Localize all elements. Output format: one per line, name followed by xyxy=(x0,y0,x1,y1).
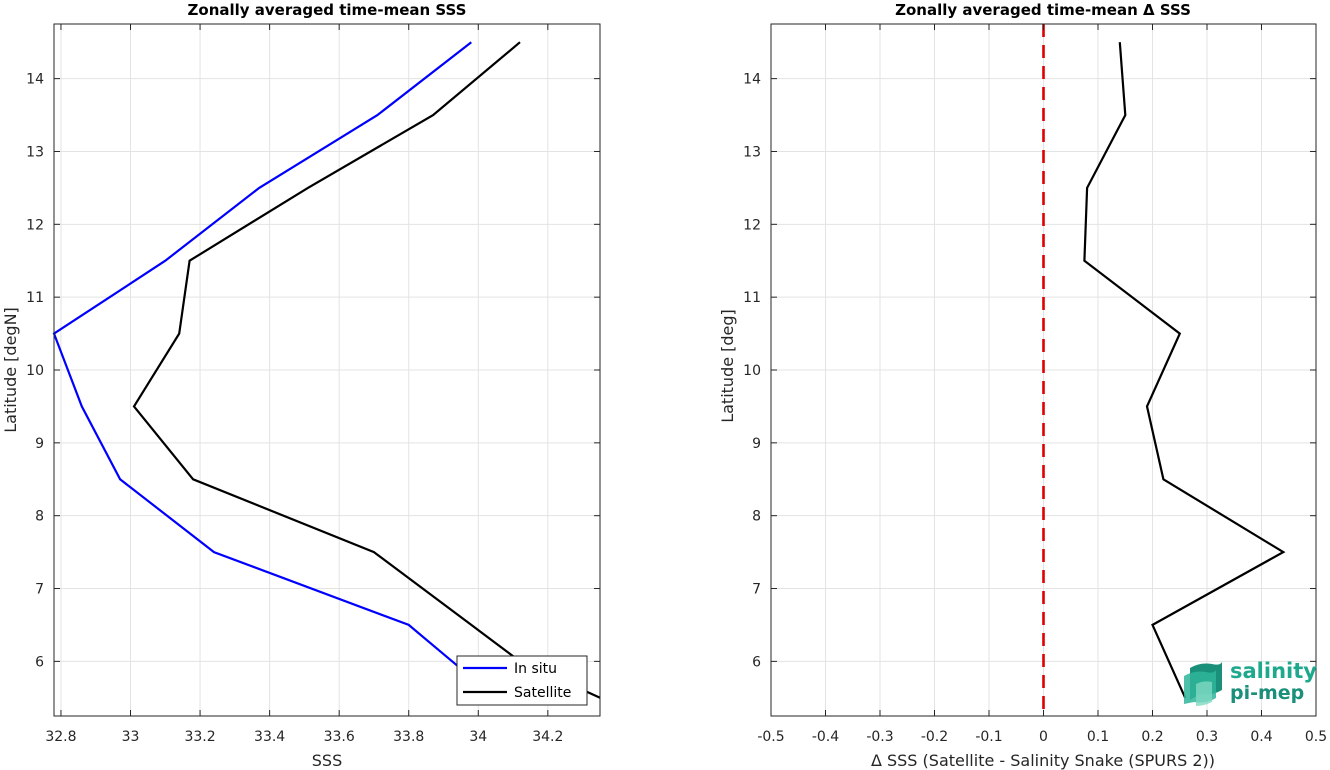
legend-box xyxy=(456,655,588,706)
delta-sss-x-tick-label: -0.5 xyxy=(757,729,784,745)
legend: In situ Satellite xyxy=(456,655,588,706)
sss-y-tick-label: 14 xyxy=(26,72,44,88)
sss-y-tick-label: 12 xyxy=(26,217,44,233)
sss-x-tick-label: 33 xyxy=(122,729,140,745)
sss-y-tick-label: 7 xyxy=(35,582,44,598)
delta-sss-x-tick-label: -0.2 xyxy=(921,729,948,745)
legend-satellite-label: Satellite xyxy=(514,685,571,701)
delta-sss-x-tick-label: 0 xyxy=(1039,729,1048,745)
delta-sss-y-axis-label: Latitude [deg] xyxy=(718,309,737,423)
delta-sss-y-tick-label: 13 xyxy=(743,144,761,160)
sss-y-tick-label: 9 xyxy=(35,436,44,452)
sss-in-situ-line xyxy=(52,41,472,670)
sss-x-axis-label: SSS xyxy=(312,751,342,770)
delta-sss-x-tick-label: -0.4 xyxy=(812,729,839,745)
sss-y-tick-label: 13 xyxy=(26,144,44,160)
sss-grid xyxy=(54,24,600,716)
delta-sss-x-axis-label: Δ SSS (Satellite - Salinity Snake (SPURS… xyxy=(871,751,1215,770)
sss-chart: 32.8 33 33.2 33.4 33.6 33.8 34 34.2 6 7 8 9 10 11 12 13… xyxy=(1,1,601,770)
delta-sss-x-tick-label: 0.5 xyxy=(1305,729,1327,745)
sss-y-tick-label: 10 xyxy=(26,363,44,379)
delta-sss-series-group xyxy=(1083,42,1286,699)
logo-line2: pi-mep xyxy=(1230,682,1304,704)
delta-sss-x-tick-label: 0.3 xyxy=(1196,729,1218,745)
sss-satellite-line xyxy=(132,41,601,699)
delta-sss-x-tick-label: 0.4 xyxy=(1250,729,1272,745)
delta-sss-y-tick-label: 9 xyxy=(752,436,761,452)
sss-chart-title: Zonally averaged time-mean SSS xyxy=(188,1,467,19)
delta-sss-x-tick-label: -0.3 xyxy=(866,729,893,745)
delta-sss-y-tick-label: 11 xyxy=(743,290,761,306)
sss-y-tick-label: 8 xyxy=(35,509,44,525)
delta-sss-y-tick-label: 8 xyxy=(752,509,761,525)
sss-x-tick-label: 33.4 xyxy=(254,729,285,745)
delta-sss-y-tick-label: 14 xyxy=(743,72,761,88)
sss-y-axis-label: Latitude [degN] xyxy=(1,307,20,433)
sss-y-tick-label: 6 xyxy=(35,654,44,670)
sss-x-tick-label: 34 xyxy=(469,729,487,745)
delta-sss-y-tick-label: 10 xyxy=(743,363,761,379)
delta-sss-y-tick-label: 7 xyxy=(752,582,761,598)
sss-x-tick-label: 33.8 xyxy=(393,729,424,745)
salinity-pi-mep-logo: salinity pi-mep xyxy=(1184,659,1317,706)
delta-sss-y-tick-label: 6 xyxy=(752,654,761,670)
delta-sss-series-0-line xyxy=(1083,42,1286,699)
sss-x-tick-label: 33.2 xyxy=(184,729,215,745)
delta-sss-chart: -0.5 -0.4 -0.3 -0.2 -0.1 0 0.1 0.2 0.3 0.4 0.5 6 7 8 9… xyxy=(718,1,1327,770)
delta-sss-ticks: -0.5 -0.4 -0.3 -0.2 -0.1 0 0.1 0.2 0.3 0.4 0.5 6 7 8 9… xyxy=(743,24,1327,745)
sss-x-tick-label: 32.8 xyxy=(45,729,76,745)
sss-ticks: 32.8 33 33.2 33.4 33.6 33.8 34 34.2 6 7 8 9 10 11 12 13… xyxy=(26,24,600,745)
logo-mark-icon xyxy=(1184,662,1222,706)
sss-x-tick-label: 33.6 xyxy=(324,729,355,745)
delta-sss-x-tick-label: 0.2 xyxy=(1141,729,1163,745)
sss-y-tick-label: 11 xyxy=(26,290,44,306)
delta-sss-y-tick-label: 12 xyxy=(743,217,761,233)
delta-sss-x-tick-label: -0.1 xyxy=(975,729,1002,745)
logo-line1: salinity xyxy=(1230,659,1317,683)
sss-series-group xyxy=(52,41,601,699)
sss-x-tick-label: 34.2 xyxy=(532,729,563,745)
delta-sss-chart-title: Zonally averaged time-mean Δ SSS xyxy=(895,1,1191,19)
legend-in-situ-label: In situ xyxy=(514,661,557,677)
delta-sss-x-tick-label: 0.1 xyxy=(1087,729,1109,745)
